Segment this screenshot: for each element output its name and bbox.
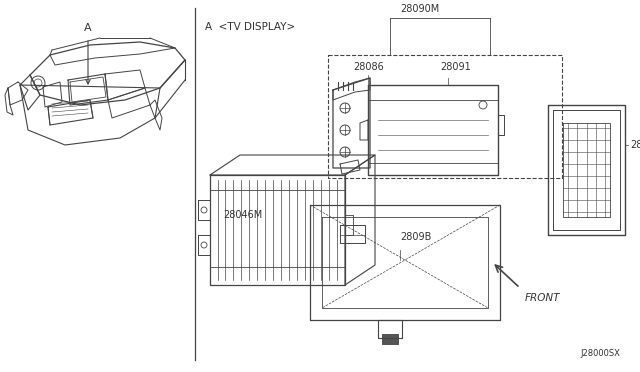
Text: A  <TV DISPLAY>: A <TV DISPLAY> [205,22,295,32]
Text: J28000SX: J28000SX [580,349,620,358]
Text: 28591: 28591 [630,140,640,150]
Text: A: A [84,23,92,33]
Text: 28086: 28086 [353,62,384,72]
Text: 2809B: 2809B [400,232,431,242]
Text: 28046M: 28046M [223,210,262,220]
Text: 28090M: 28090M [401,4,440,14]
Text: 28091: 28091 [440,62,471,72]
Bar [382,334,398,344]
Text: FRONT: FRONT [525,293,561,303]
